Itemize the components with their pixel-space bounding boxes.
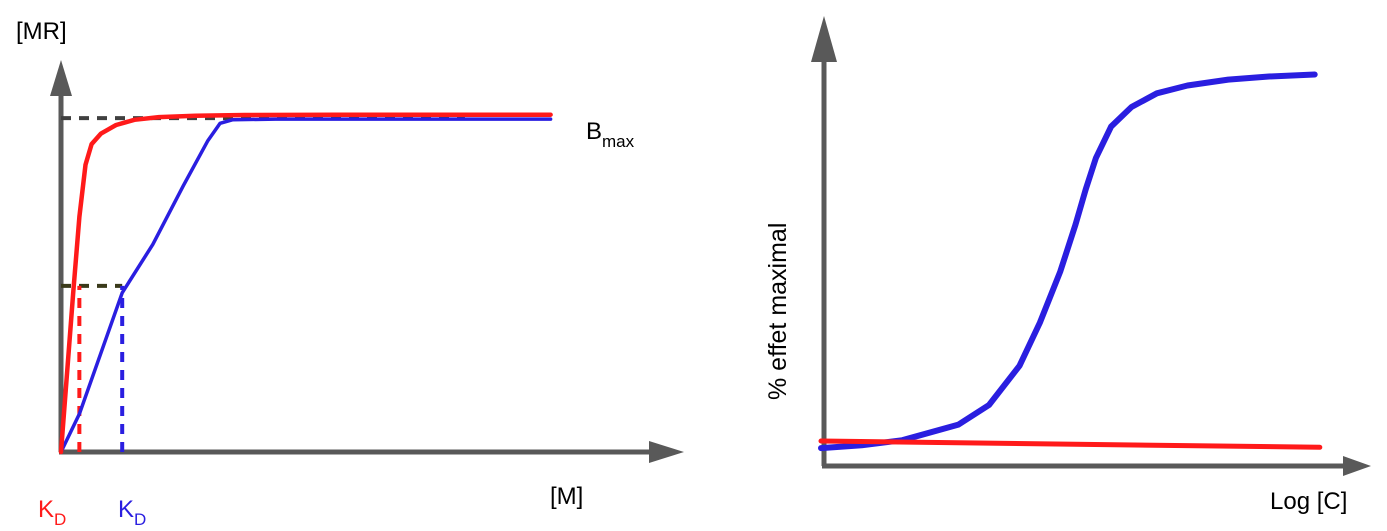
right-series-group (818, 71, 1323, 452)
left-y-axis-label: [MR] (16, 18, 67, 45)
left-y-axis-arrow (50, 60, 72, 96)
kd-blue-main: K (118, 496, 134, 523)
left-x-axis-label: [M] (550, 483, 583, 510)
left-series-group (58, 112, 553, 455)
right-y-axis-label: % effet maximal (764, 223, 792, 400)
right-axes (811, 16, 1371, 476)
kd-red-sub: D (54, 510, 66, 529)
kd-red-main: K (38, 496, 54, 523)
right-x-axis-arrow (1343, 456, 1371, 476)
bmax-annotation: Bmax (586, 118, 635, 151)
left-axes (50, 60, 684, 463)
right-series-line-1 (818, 71, 1318, 452)
right-y-axis-arrow (811, 16, 837, 62)
left-reference-lines (61, 116, 465, 452)
dose-response-chart: % effet maximal Log [C] (764, 16, 1371, 515)
binding-curve-chart: [MR] [M] Bmax KD KD (16, 18, 684, 529)
right-x-axis-label: Log [C] (1270, 488, 1347, 515)
left-series-line-1 (58, 112, 553, 455)
left-x-axis-arrow (649, 441, 684, 463)
left-series-line-2 (59, 117, 553, 454)
kd-label-red: KD (38, 496, 66, 529)
bmax-sub: max (602, 132, 635, 151)
right-series-line-2 (818, 438, 1323, 450)
kd-blue-sub: D (134, 510, 146, 529)
kd-label-blue: KD (118, 496, 146, 529)
bmax-main: B (586, 118, 602, 145)
